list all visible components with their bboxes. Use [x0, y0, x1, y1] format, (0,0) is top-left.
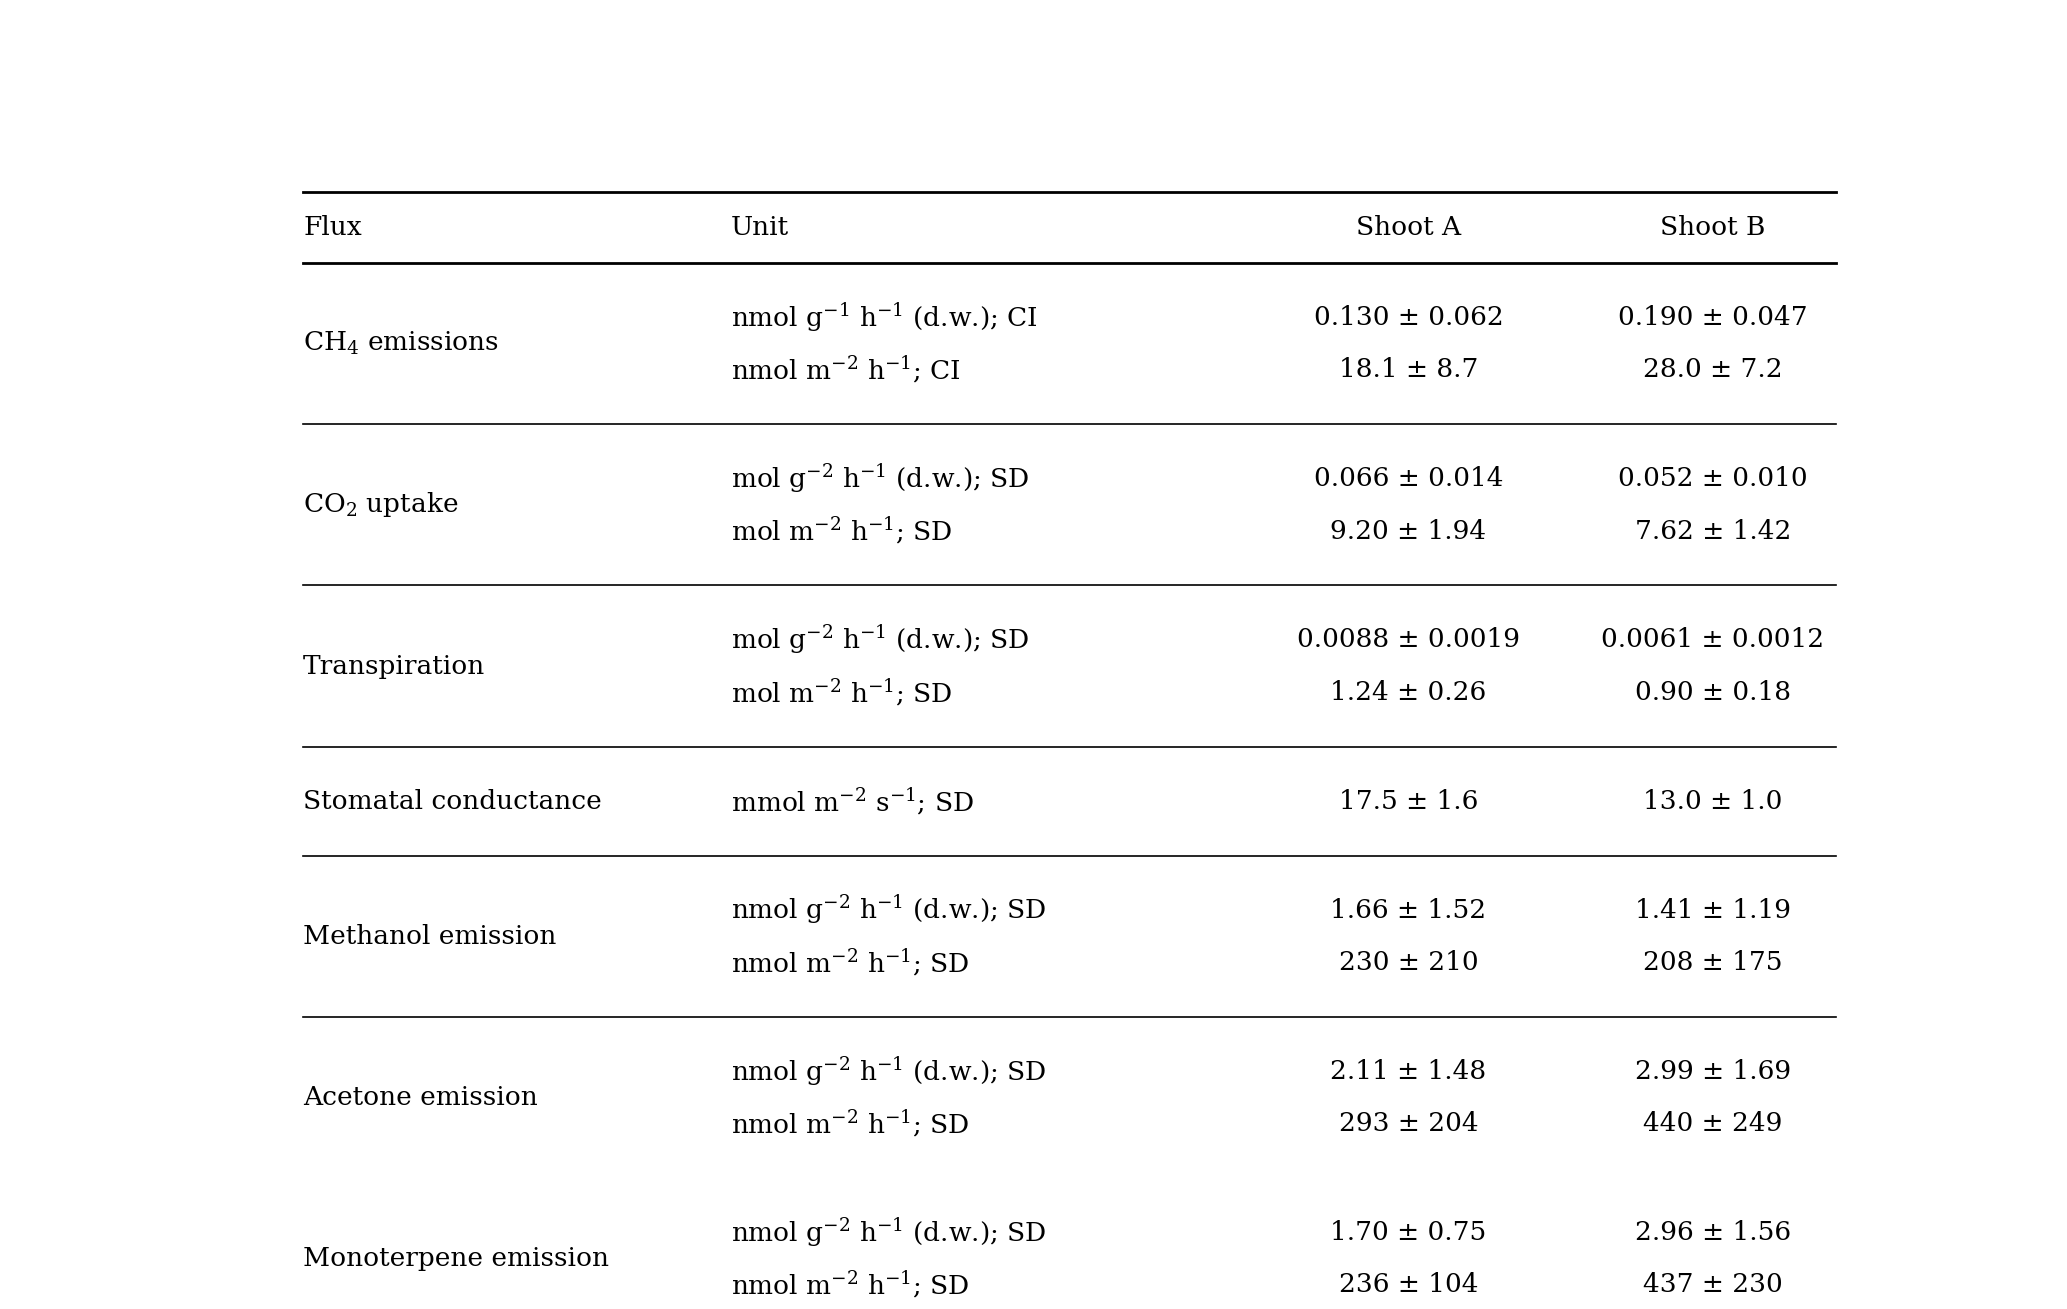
Text: 1.66 ± 1.52: 1.66 ± 1.52: [1331, 898, 1486, 923]
Text: mol m$^{-2}$ h$^{-1}$; SD: mol m$^{-2}$ h$^{-1}$; SD: [732, 677, 953, 708]
Text: 0.130 ± 0.062: 0.130 ± 0.062: [1315, 305, 1503, 330]
Text: mol m$^{-2}$ h$^{-1}$; SD: mol m$^{-2}$ h$^{-1}$; SD: [732, 516, 953, 546]
Text: Transpiration: Transpiration: [304, 653, 486, 678]
Text: 2.11 ± 1.48: 2.11 ± 1.48: [1331, 1059, 1486, 1084]
Text: 2.96 ± 1.56: 2.96 ± 1.56: [1635, 1220, 1790, 1245]
Text: 7.62 ± 1.42: 7.62 ± 1.42: [1635, 518, 1792, 543]
Text: 1.24 ± 0.26: 1.24 ± 0.26: [1331, 679, 1486, 704]
Text: 0.066 ± 0.014: 0.066 ± 0.014: [1315, 466, 1503, 491]
Text: 2.99 ± 1.69: 2.99 ± 1.69: [1635, 1059, 1790, 1084]
Text: 0.190 ± 0.047: 0.190 ± 0.047: [1618, 305, 1809, 330]
Text: mol g$^{-2}$ h$^{-1}$ (d.w.); SD: mol g$^{-2}$ h$^{-1}$ (d.w.); SD: [732, 623, 1029, 656]
Text: nmol m$^{-2}$ h$^{-1}$; SD: nmol m$^{-2}$ h$^{-1}$; SD: [732, 1109, 969, 1139]
Text: 0.052 ± 0.010: 0.052 ± 0.010: [1618, 466, 1809, 491]
Text: 0.0061 ± 0.0012: 0.0061 ± 0.0012: [1602, 627, 1825, 652]
Text: Unit: Unit: [732, 215, 790, 240]
Text: 28.0 ± 7.2: 28.0 ± 7.2: [1643, 357, 1782, 382]
Text: Shoot A: Shoot A: [1356, 215, 1461, 240]
Text: 0.0088 ± 0.0019: 0.0088 ± 0.0019: [1298, 627, 1519, 652]
Text: 13.0 ± 1.0: 13.0 ± 1.0: [1643, 788, 1782, 814]
Text: nmol m$^{-2}$ h$^{-1}$; CI: nmol m$^{-2}$ h$^{-1}$; CI: [732, 355, 961, 385]
Text: 9.20 ± 1.94: 9.20 ± 1.94: [1331, 518, 1486, 543]
Text: nmol m$^{-2}$ h$^{-1}$; SD: nmol m$^{-2}$ h$^{-1}$; SD: [732, 1270, 969, 1300]
Text: nmol g$^{-1}$ h$^{-1}$ (d.w.); CI: nmol g$^{-1}$ h$^{-1}$ (d.w.); CI: [732, 301, 1038, 334]
Text: Monoterpene emission: Monoterpene emission: [304, 1246, 610, 1271]
Text: nmol g$^{-2}$ h$^{-1}$ (d.w.); SD: nmol g$^{-2}$ h$^{-1}$ (d.w.); SD: [732, 894, 1046, 927]
Text: 208 ± 175: 208 ± 175: [1643, 950, 1782, 975]
Text: nmol m$^{-2}$ h$^{-1}$; SD: nmol m$^{-2}$ h$^{-1}$; SD: [732, 946, 969, 978]
Text: 1.41 ± 1.19: 1.41 ± 1.19: [1635, 898, 1790, 923]
Text: CH$_4$ emissions: CH$_4$ emissions: [304, 330, 498, 357]
Text: 18.1 ± 8.7: 18.1 ± 8.7: [1339, 357, 1478, 382]
Text: 236 ± 104: 236 ± 104: [1339, 1272, 1478, 1297]
Text: 230 ± 210: 230 ± 210: [1339, 950, 1478, 975]
Text: Acetone emission: Acetone emission: [304, 1085, 537, 1110]
Text: nmol g$^{-2}$ h$^{-1}$ (d.w.); SD: nmol g$^{-2}$ h$^{-1}$ (d.w.); SD: [732, 1216, 1046, 1249]
Text: 437 ± 230: 437 ± 230: [1643, 1272, 1784, 1297]
Text: Methanol emission: Methanol emission: [304, 924, 556, 949]
Text: 440 ± 249: 440 ± 249: [1643, 1111, 1782, 1136]
Text: CO$_2$ uptake: CO$_2$ uptake: [304, 491, 459, 520]
Text: mmol m$^{-2}$ s$^{-1}$; SD: mmol m$^{-2}$ s$^{-1}$; SD: [732, 785, 974, 817]
Text: Stomatal conductance: Stomatal conductance: [304, 788, 601, 814]
Text: 1.70 ± 0.75: 1.70 ± 0.75: [1331, 1220, 1486, 1245]
Text: nmol g$^{-2}$ h$^{-1}$ (d.w.); SD: nmol g$^{-2}$ h$^{-1}$ (d.w.); SD: [732, 1055, 1046, 1088]
Text: 293 ± 204: 293 ± 204: [1339, 1111, 1478, 1136]
Text: mol g$^{-2}$ h$^{-1}$ (d.w.); SD: mol g$^{-2}$ h$^{-1}$ (d.w.); SD: [732, 462, 1029, 495]
Text: Flux: Flux: [304, 215, 362, 240]
Text: Shoot B: Shoot B: [1660, 215, 1765, 240]
Text: 17.5 ± 1.6: 17.5 ± 1.6: [1339, 788, 1478, 814]
Text: 0.90 ± 0.18: 0.90 ± 0.18: [1635, 679, 1790, 704]
